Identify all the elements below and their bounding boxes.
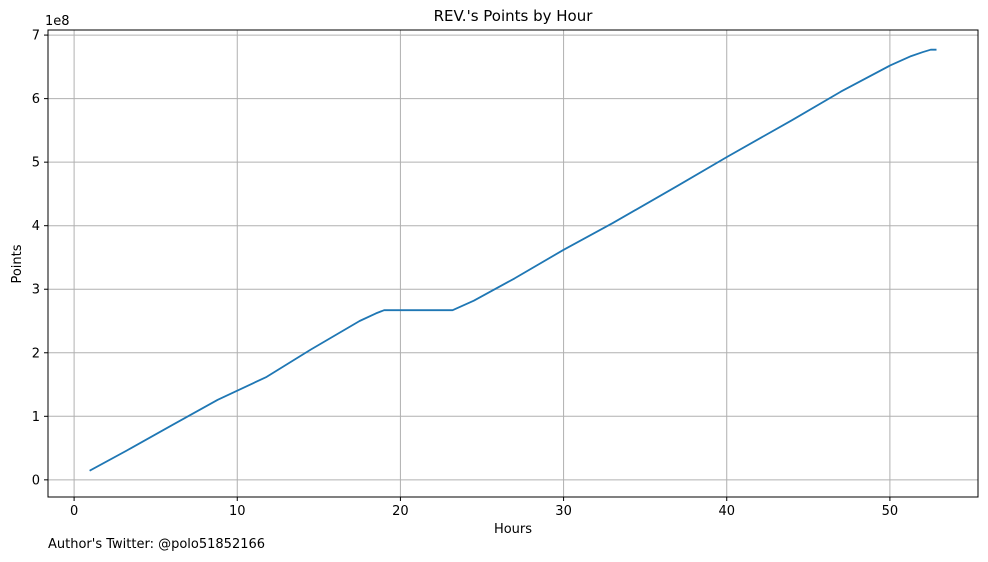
x-tick-label: 40 [718,504,735,519]
x-axis-ticks: 0 10 20 30 40 50 [70,497,898,519]
plot-area-frame [47,29,979,498]
y-tick-label: 2 [32,346,40,361]
points-series-line [89,48,937,472]
y-tick-label: 3 [32,283,40,298]
x-tick-label: 30 [555,504,572,519]
y-tick-label: 7 [32,29,40,44]
x-tick-label: 10 [229,504,246,519]
y-tick-label: 5 [32,156,40,171]
y-axis-scale-label: 1e8 [45,14,70,29]
x-tick-label: 50 [882,504,899,519]
x-tick-label: 0 [70,504,78,519]
grid-lines [48,30,978,497]
author-credit-note: Author's Twitter: @polo51852166 [48,537,266,552]
x-axis-label: Hours [494,522,532,537]
y-axis-ticks: 0 1 2 3 4 5 6 7 [32,29,48,488]
x-tick-label: 20 [392,504,409,519]
y-tick-label: 6 [32,92,40,107]
y-tick-label: 0 [32,473,40,488]
y-tick-label: 1 [32,410,40,425]
y-axis-label: Points [10,244,25,283]
chart-title: REV.'s Points by Hour [434,7,594,25]
series-layer [89,48,937,472]
y-tick-label: 4 [32,219,40,234]
